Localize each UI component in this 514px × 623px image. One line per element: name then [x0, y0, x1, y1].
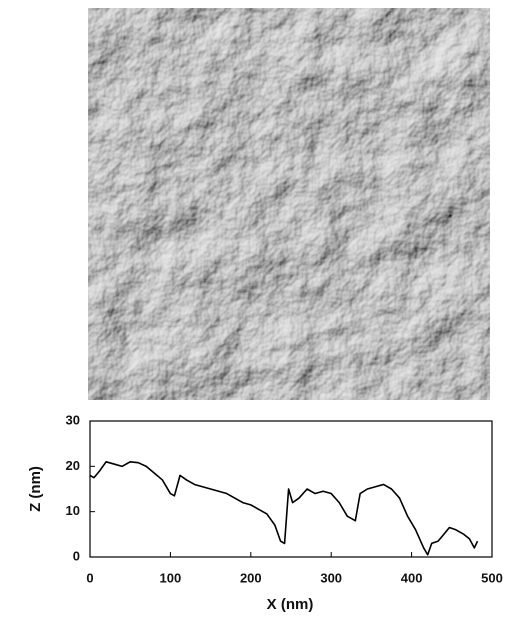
- y-tick-label: 10: [66, 503, 80, 518]
- plot-frame: [89, 420, 493, 558]
- y-tick-label: 0: [73, 548, 80, 563]
- x-tick-label: 200: [240, 570, 262, 585]
- x-tick-label: 300: [320, 570, 342, 585]
- x-tick-label: 400: [401, 570, 423, 585]
- x-tick-label: 500: [481, 570, 503, 585]
- y-tick-label: 20: [66, 458, 80, 473]
- profile-line: [89, 461, 479, 556]
- x-tick-label: 0: [86, 570, 93, 585]
- y-axis-label: Z (nm): [27, 466, 44, 512]
- y-tick-label: 30: [66, 412, 80, 427]
- x-axis-label: X (nm): [267, 596, 314, 613]
- afm-image: [88, 8, 490, 400]
- x-tick-label: 100: [160, 570, 182, 585]
